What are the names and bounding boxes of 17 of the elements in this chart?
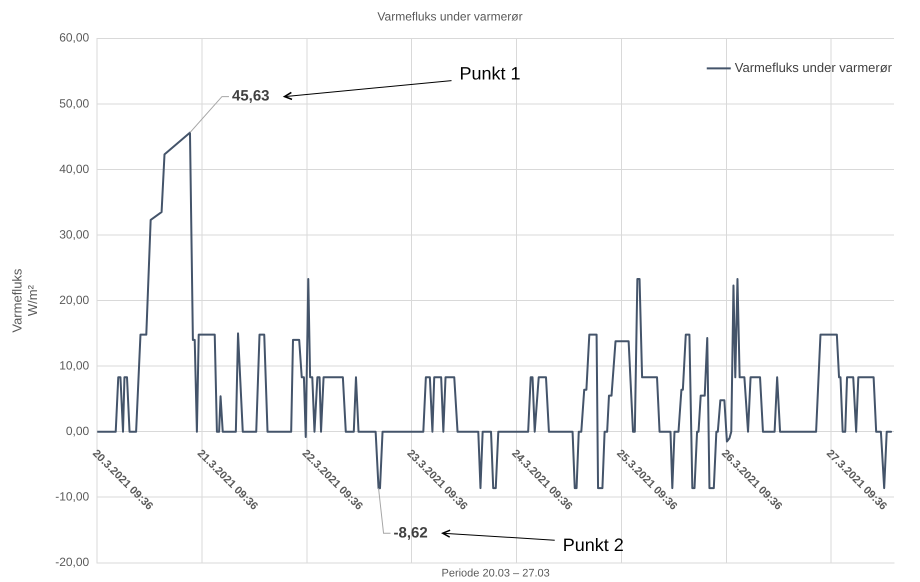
y-tick-label: -10,00: [55, 490, 90, 504]
annotation: 45,63: [232, 88, 270, 105]
y-tick-label: 40,00: [59, 162, 90, 176]
y-tick-label: 10,00: [59, 358, 90, 372]
chart-title: Varmefluks under varmerør: [377, 10, 523, 24]
y-tick-label: 50,00: [59, 96, 90, 110]
y-tick-label: 20,00: [59, 292, 90, 307]
y-tick-label: -20,00: [55, 555, 90, 570]
annotation: -8,62: [394, 524, 428, 542]
x-axis-title: Periode 20.03 – 27.03: [441, 567, 550, 580]
y-tick-label: 60,00: [59, 30, 90, 45]
y-axis-title: Varmefluks W/m²: [9, 268, 40, 333]
annotation: Punkt 1: [460, 64, 521, 84]
annotation: Punkt 2: [562, 535, 624, 556]
legend-label: Varmefluks under varmerør: [734, 60, 893, 75]
y-tick-label: 0,00: [66, 424, 90, 438]
y-tick-label: 30,00: [59, 227, 90, 242]
